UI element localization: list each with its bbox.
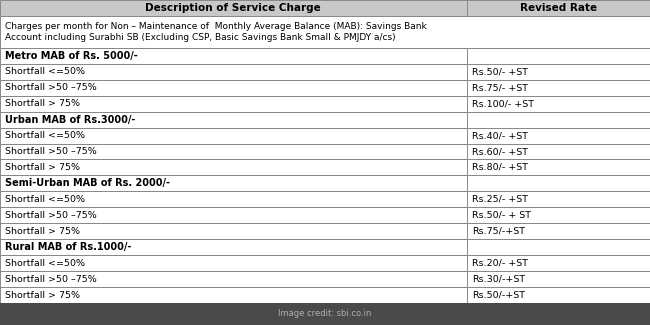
Bar: [0, 111, 467, 128]
Text: Shortfall <=50%: Shortfall <=50%: [5, 259, 85, 267]
Bar: [467, 176, 650, 191]
Bar: [0, 0, 467, 16]
Text: Rs.30/-+ST: Rs.30/-+ST: [472, 275, 525, 284]
Text: Shortfall >50 –75%: Shortfall >50 –75%: [5, 275, 97, 284]
Text: Rs.25/- +ST: Rs.25/- +ST: [472, 195, 528, 204]
Bar: [0, 80, 467, 96]
Bar: [0, 239, 467, 255]
Bar: [0, 64, 467, 80]
Bar: [0, 287, 467, 303]
Text: Shortfall >50 –75%: Shortfall >50 –75%: [5, 83, 97, 92]
Bar: [467, 287, 650, 303]
Text: Rural MAB of Rs.1000/-: Rural MAB of Rs.1000/-: [5, 242, 131, 252]
Bar: [0, 16, 650, 48]
Bar: [467, 96, 650, 111]
Bar: [0, 255, 467, 271]
Bar: [0, 191, 467, 207]
Bar: [467, 223, 650, 239]
Bar: [467, 271, 650, 287]
Bar: [467, 144, 650, 160]
Bar: [467, 48, 650, 64]
Text: Rs.20/- +ST: Rs.20/- +ST: [472, 259, 528, 267]
Text: Semi-Urban MAB of Rs. 2000/-: Semi-Urban MAB of Rs. 2000/-: [5, 178, 170, 188]
Bar: [467, 128, 650, 144]
Text: Shortfall >50 –75%: Shortfall >50 –75%: [5, 211, 97, 220]
Text: Rs.50/- + ST: Rs.50/- + ST: [472, 211, 530, 220]
Text: Rs.60/- +ST: Rs.60/- +ST: [472, 147, 528, 156]
Bar: [0, 96, 467, 111]
Text: Shortfall > 75%: Shortfall > 75%: [5, 227, 80, 236]
Text: Shortfall > 75%: Shortfall > 75%: [5, 163, 80, 172]
Text: Rs.50/-+ST: Rs.50/-+ST: [472, 291, 525, 300]
Bar: [0, 160, 467, 176]
Text: Rs.50/- +ST: Rs.50/- +ST: [472, 67, 528, 76]
Text: Revised Rate: Revised Rate: [520, 3, 597, 13]
Text: Charges per month for Non – Maintenance of  Monthly Average Balance (MAB): Savin: Charges per month for Non – Maintenance …: [5, 22, 427, 42]
Text: Rs.40/- +ST: Rs.40/- +ST: [472, 131, 528, 140]
Bar: [467, 255, 650, 271]
Bar: [467, 207, 650, 223]
Bar: [467, 111, 650, 128]
Bar: [0, 223, 467, 239]
Text: Shortfall <=50%: Shortfall <=50%: [5, 131, 85, 140]
Text: Urban MAB of Rs.3000/-: Urban MAB of Rs.3000/-: [5, 115, 135, 124]
Text: Shortfall > 75%: Shortfall > 75%: [5, 99, 80, 108]
Bar: [0, 176, 467, 191]
Bar: [467, 160, 650, 176]
Text: Shortfall >50 –75%: Shortfall >50 –75%: [5, 147, 97, 156]
Text: Rs.100/- +ST: Rs.100/- +ST: [472, 99, 534, 108]
Text: Metro MAB of Rs. 5000/-: Metro MAB of Rs. 5000/-: [5, 51, 138, 61]
Text: Shortfall <=50%: Shortfall <=50%: [5, 195, 85, 204]
Bar: [0, 303, 650, 325]
Bar: [0, 207, 467, 223]
Bar: [467, 64, 650, 80]
Text: Image credit: sbi.co.in: Image credit: sbi.co.in: [278, 309, 372, 318]
Text: Shortfall <=50%: Shortfall <=50%: [5, 67, 85, 76]
Bar: [0, 128, 467, 144]
Bar: [467, 80, 650, 96]
Text: Description of Service Charge: Description of Service Charge: [146, 3, 321, 13]
Text: Rs.80/- +ST: Rs.80/- +ST: [472, 163, 528, 172]
Bar: [467, 0, 650, 16]
Text: Rs.75/-+ST: Rs.75/-+ST: [472, 227, 525, 236]
Bar: [0, 271, 467, 287]
Bar: [467, 239, 650, 255]
Text: Shortfall > 75%: Shortfall > 75%: [5, 291, 80, 300]
Text: Rs.75/- +ST: Rs.75/- +ST: [472, 83, 528, 92]
Bar: [467, 191, 650, 207]
Bar: [0, 144, 467, 160]
Bar: [0, 48, 467, 64]
